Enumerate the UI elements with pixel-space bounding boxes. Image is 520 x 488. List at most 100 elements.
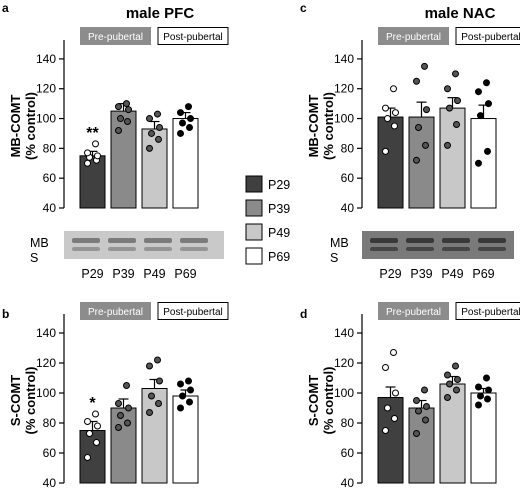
y-axis-label-line: (% control) xyxy=(321,367,336,435)
blot-band-mb xyxy=(72,238,100,243)
data-point xyxy=(392,389,399,397)
blot-band-s xyxy=(72,247,100,251)
data-point xyxy=(115,400,122,407)
data-point xyxy=(156,123,163,131)
bar-P69 xyxy=(470,392,497,484)
data-point xyxy=(454,97,461,105)
panel-letter: d xyxy=(300,307,307,321)
data-point xyxy=(446,380,453,388)
legend: P29 P39 P49 P69 xyxy=(245,175,290,265)
data-point xyxy=(154,110,161,118)
data-point xyxy=(185,377,192,385)
data-point xyxy=(84,454,91,461)
y-axis-label: MB-COMT(% control) xyxy=(306,92,336,160)
blot-band-s xyxy=(108,247,136,251)
data-point xyxy=(444,141,451,149)
bar-P49 xyxy=(439,383,466,484)
post-pubertal-label: Post-pubertal xyxy=(163,307,222,318)
blot-band-s xyxy=(406,247,434,251)
panel-title: male NAC xyxy=(425,5,496,22)
data-point xyxy=(475,383,482,391)
pre-pubertal-box xyxy=(378,302,449,320)
blot-band-mb xyxy=(406,238,434,243)
data-point xyxy=(444,371,451,379)
data-point xyxy=(146,144,153,152)
post-pubertal-box xyxy=(455,302,520,320)
bar-P29 xyxy=(79,155,106,209)
blot-band-mb xyxy=(478,238,506,243)
data-point xyxy=(485,100,492,108)
y-tick-label: 120 xyxy=(36,82,56,96)
data-point xyxy=(477,112,484,120)
bar-P29 xyxy=(377,397,404,484)
western-blot-pfc: MBS P29 P39 P49 P69 xyxy=(30,231,224,281)
data-point xyxy=(392,109,399,117)
data-point xyxy=(453,386,460,394)
panel-c: c male NAC Pre-pubertal Post-pubertal 40 60 80… xyxy=(300,1,520,215)
data-point xyxy=(93,439,100,446)
data-point xyxy=(384,115,391,123)
blot-lane-label: P49 xyxy=(143,267,165,281)
y-axis-label: S-COMT(% control) xyxy=(306,367,336,435)
data-point xyxy=(117,412,124,419)
bar-P69 xyxy=(470,118,497,209)
data-point xyxy=(485,386,492,394)
bar-P49 xyxy=(439,107,466,209)
pre-pubertal-label: Pre-pubertal xyxy=(386,32,441,43)
data-point xyxy=(155,400,162,407)
data-point xyxy=(421,386,428,394)
legend-label: P39 xyxy=(268,202,290,216)
bar-P49 xyxy=(141,128,168,209)
bar-P29 xyxy=(377,116,404,209)
blot-band-s xyxy=(370,247,398,251)
band-label-mb: MB xyxy=(30,236,49,250)
y-axis-label-line: S-COMT xyxy=(306,375,321,426)
y-axis-label-line: (% control) xyxy=(321,92,336,160)
y-axis-label: S-COMT(% control) xyxy=(8,367,38,435)
data-point xyxy=(179,119,186,127)
legend-swatch-P29 xyxy=(245,175,263,193)
band-label-s: S xyxy=(330,251,338,265)
data-point xyxy=(423,403,430,410)
blot-background xyxy=(362,231,514,259)
blot-band-mb xyxy=(370,238,398,243)
data-point xyxy=(413,430,420,437)
pre-pubertal-label: Pre-pubertal xyxy=(88,32,143,43)
data-point xyxy=(187,115,194,123)
data-point xyxy=(187,386,194,394)
data-point xyxy=(444,394,451,401)
pre-pubertal-box xyxy=(80,27,151,45)
data-point xyxy=(382,364,389,371)
data-point xyxy=(384,404,391,412)
y-axis-label: MB-COMT(% control) xyxy=(8,92,38,160)
data-point xyxy=(415,123,422,131)
y-tick-label: 140 xyxy=(334,326,354,340)
data-point xyxy=(484,147,491,155)
y-tick-label: 100 xyxy=(36,386,56,400)
data-point xyxy=(186,398,193,406)
y-tick-label: 140 xyxy=(334,52,354,66)
y-axis-label-line: MB-COMT xyxy=(8,95,23,158)
post-pubertal-box xyxy=(455,27,520,45)
data-point xyxy=(452,70,459,78)
y-axis-label-line: (% control) xyxy=(23,367,38,435)
y-tick-label: 140 xyxy=(36,52,56,66)
data-point xyxy=(94,152,101,160)
bar-P49 xyxy=(141,388,168,484)
y-tick-label: 60 xyxy=(43,171,57,185)
data-point xyxy=(154,356,161,364)
western-blot-nac: MBS P29 P39 P49 P69 xyxy=(330,231,514,281)
data-point xyxy=(84,159,91,167)
data-point xyxy=(94,422,101,430)
panel-a: a male PFC Pre-pubertal Post-pubertal 40 60 80… xyxy=(2,1,229,215)
legend-swatch-P39 xyxy=(245,199,263,217)
data-point xyxy=(453,121,460,129)
band-label-mb: MB xyxy=(330,236,349,250)
y-axis-label-line: MB-COMT xyxy=(306,95,321,158)
data-point xyxy=(391,415,398,422)
blot-band-mb xyxy=(442,238,470,243)
blot-band-mb xyxy=(108,238,136,243)
data-point xyxy=(477,392,484,400)
blot-lane-label: P29 xyxy=(379,267,401,281)
data-point xyxy=(483,79,490,87)
